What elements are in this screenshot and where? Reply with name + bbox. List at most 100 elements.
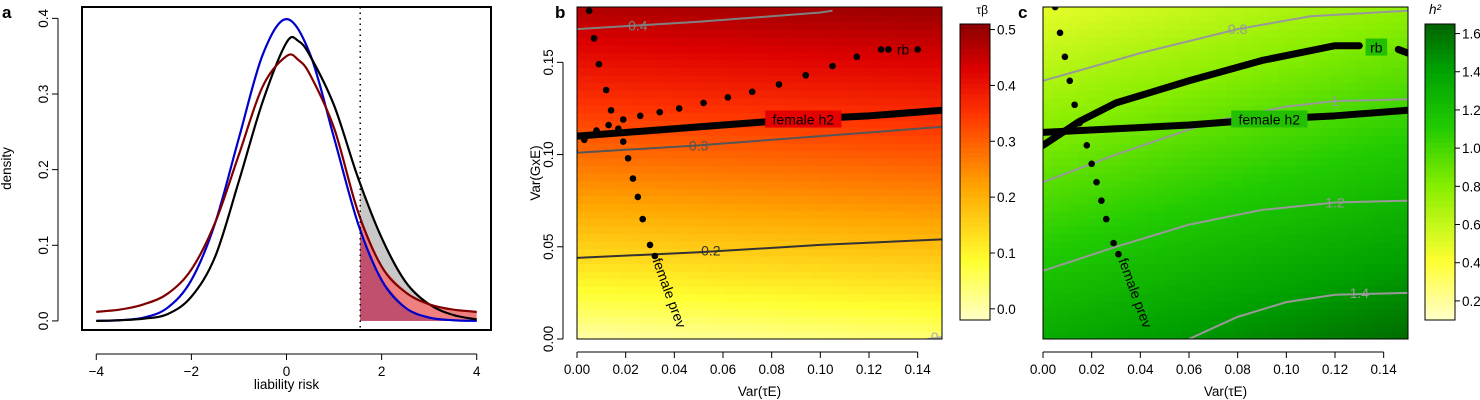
panel-b-heat-cell <box>785 14 795 23</box>
panel-c-heat-cell <box>1182 157 1192 167</box>
panel-b-heat-cell <box>663 286 674 295</box>
panel-b-heat-cell <box>829 210 839 219</box>
panel-c-heat-cell <box>1312 203 1322 212</box>
panel-c-heat-cell <box>1155 173 1166 182</box>
panel-b-heat-cell <box>637 301 648 310</box>
panel-c-heat-cell <box>1347 82 1357 91</box>
panel-b-heat-cell <box>898 316 908 325</box>
panel-c-heat-cell <box>1399 67 1408 76</box>
panel-c-heat-cell <box>1242 240 1253 250</box>
panel-c-heat-cell <box>1390 180 1400 189</box>
panel-c-heat-cell <box>1312 127 1322 136</box>
panel-c-contour-2 <box>1043 199 1408 272</box>
panel-c-colorbar-step <box>1425 315 1455 321</box>
panel-b-heat-cell <box>820 180 830 189</box>
panel-b-heat-cell <box>898 135 908 144</box>
panel-b-heat-cell <box>924 301 934 310</box>
panel-b-heat-cell <box>889 59 900 68</box>
panel-b-heat-cell <box>924 225 934 234</box>
panel-c-heat-cell <box>1364 67 1374 76</box>
panel-b-heat-cell <box>594 218 604 227</box>
panel-c-heat-cell <box>1077 82 1088 91</box>
panel-c-heat-cell <box>1095 331 1105 339</box>
panel-c-colorbar-step <box>1425 206 1455 213</box>
panel-c-heat-cell <box>1112 240 1122 250</box>
panel-c-heat-cell <box>1147 7 1157 16</box>
panel-c-heat-cell <box>1121 135 1131 144</box>
panel-b-heat-cell <box>794 74 804 84</box>
panel-b-heat-cell <box>837 120 848 129</box>
panel-b-heat-cell <box>776 286 787 295</box>
panel-c-heat-cell <box>1138 263 1148 272</box>
panel-b-heat-cell <box>663 271 674 280</box>
panel-c-heat-cell <box>1208 218 1218 227</box>
panel-c-heat-cell <box>1225 188 1235 197</box>
panel-b-heat-cell <box>881 7 891 16</box>
panel-c-heat-cell <box>1112 263 1122 272</box>
panel-c-heat-cell <box>1390 14 1400 23</box>
panel-b-heat-cell <box>907 29 917 38</box>
panel-b-heat-cell <box>698 127 708 136</box>
panel-c-heat-cell <box>1173 74 1183 84</box>
panel-b-heat-cell <box>672 240 682 250</box>
panel-c-heat-cell <box>1295 135 1305 144</box>
panel-b-heat-cell <box>585 308 595 317</box>
panel-c-heat-cell <box>1077 29 1088 38</box>
panel-b-heat-cell <box>898 263 908 272</box>
panel-b-heat-cell <box>577 127 587 136</box>
panel-c-colorbar-step <box>1425 137 1455 143</box>
panel-c-heat-cell <box>1312 301 1322 310</box>
panel-c-heat-cell <box>1225 256 1235 265</box>
panel-b-heat-cell <box>672 120 682 129</box>
panel-c-heat-cell <box>1216 180 1227 189</box>
panel-b-heat-cell <box>733 286 743 295</box>
panel-b-heat-cell <box>611 323 622 333</box>
panel-b-heat-cell <box>611 67 622 76</box>
panel-c-dot-0 <box>1093 178 1100 186</box>
panel-b-heat-cell <box>759 195 769 204</box>
panel-c-heat-cell <box>1242 233 1253 242</box>
panel-b-heat-cell <box>629 203 639 212</box>
panel-b-heat-cell <box>724 301 735 310</box>
panel-c-heat-cell <box>1095 112 1105 121</box>
panel-c-heat-cell <box>1355 286 1366 295</box>
panel-c-heat-cell <box>1234 195 1244 204</box>
panel-c-heat-cell <box>1086 59 1096 68</box>
panel-c-heat-cell <box>1173 157 1183 167</box>
panel-c-heat-cell <box>1077 240 1088 250</box>
panel-c-heat-cell <box>1399 29 1408 38</box>
panel-b-heat-cell <box>620 44 630 53</box>
panel-c-colorbar-step <box>1425 38 1455 45</box>
panel-b-heat-cell <box>663 67 674 76</box>
panel-c-heat-cell <box>1155 210 1166 219</box>
panel-a-x-tick-label: −2 <box>184 364 199 379</box>
panel-b-heat-cell <box>907 210 917 219</box>
panel-b-heat-cell <box>846 82 856 91</box>
panel-c-contour-label-0: 0.8 <box>1228 21 1248 37</box>
panel-b-heat-cell <box>898 218 908 227</box>
panel-b-heat-cell <box>846 142 856 151</box>
panel-c-colorbar-tick-label: 0.6 <box>1462 218 1480 233</box>
panel-b-heat-cell <box>716 188 726 197</box>
panel-c-colorbar-step <box>1425 260 1455 267</box>
panel-c-heat-cell <box>1043 14 1053 23</box>
panel-b-heat-cell <box>585 263 595 272</box>
panel-b-heat-cell <box>785 127 795 136</box>
panel-b-heat-cell <box>742 248 752 257</box>
panel-b-heat-cell <box>837 278 848 287</box>
panel-c-heat-cell <box>1086 7 1096 16</box>
panel-b-heat-cell <box>768 225 778 234</box>
panel-c-heat-cell <box>1208 225 1218 234</box>
panel-c-dot-0 <box>1115 250 1122 258</box>
panel-c-heat-cell <box>1208 316 1218 325</box>
panel-b-heat-cell <box>863 157 874 167</box>
panel-b-heat-cell <box>889 188 900 197</box>
panel-c-heat-cell <box>1234 180 1244 189</box>
panel-b-heat-cell <box>742 271 752 280</box>
panel-b-heat-cell <box>846 157 856 167</box>
panel-b-heat-cell <box>898 271 908 280</box>
panel-c-heat-cell <box>1121 210 1131 219</box>
panel-b-y-tick-label: 0.05 <box>541 234 556 260</box>
panel-c-heat-cell <box>1086 165 1096 174</box>
panel-b-heat-cell <box>907 150 917 159</box>
